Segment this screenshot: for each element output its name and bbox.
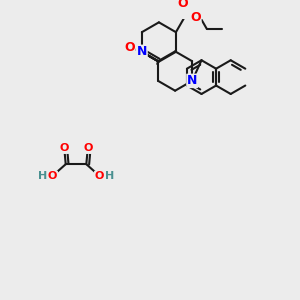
Text: O: O <box>59 143 68 153</box>
Text: O: O <box>124 41 135 54</box>
Text: N: N <box>137 45 147 58</box>
Text: O: O <box>190 11 201 24</box>
Text: O: O <box>83 143 93 153</box>
Text: O: O <box>48 171 57 182</box>
Text: H: H <box>105 171 114 182</box>
Text: O: O <box>95 171 104 182</box>
Text: N: N <box>187 74 197 87</box>
Text: O: O <box>178 0 188 10</box>
Text: H: H <box>38 171 47 182</box>
